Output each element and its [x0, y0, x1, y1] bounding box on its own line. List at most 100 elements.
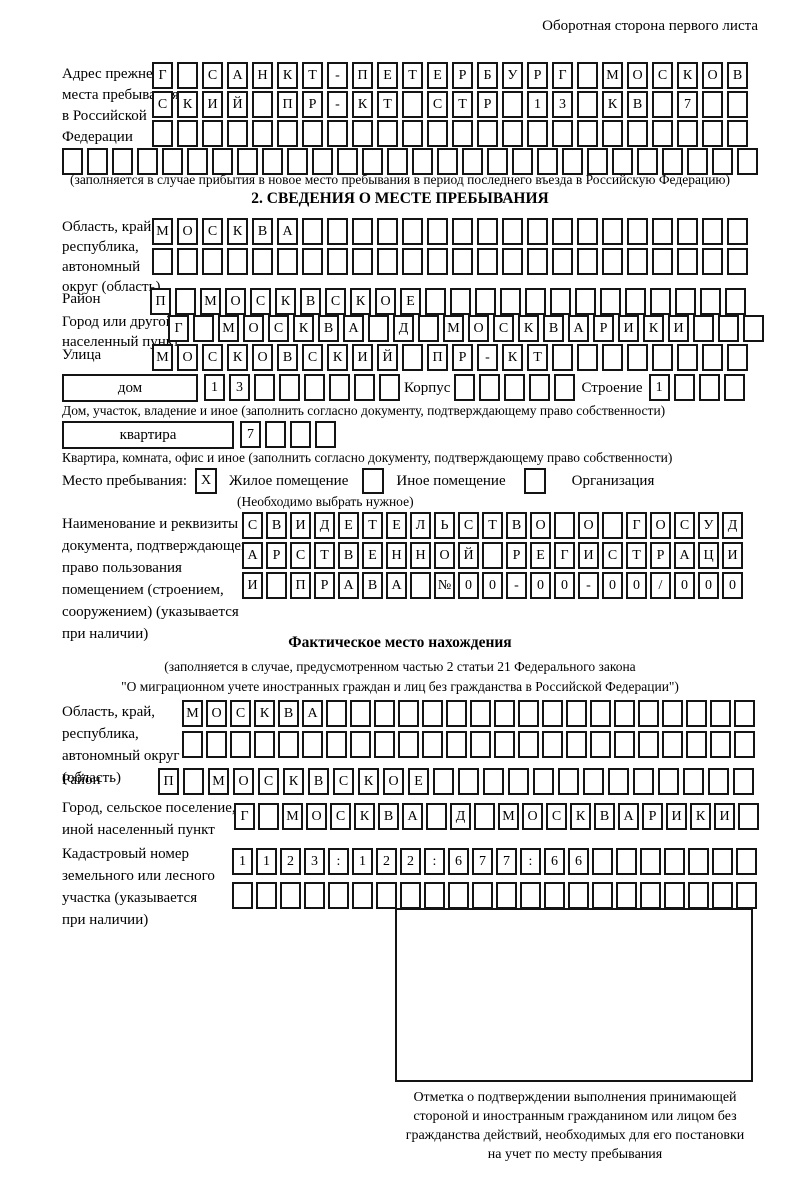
char-cell[interactable]: О: [243, 315, 264, 342]
char-cell-empty[interactable]: [450, 288, 471, 315]
char-cell-empty[interactable]: [87, 148, 108, 175]
char-cell-empty[interactable]: [137, 148, 158, 175]
char-cell-empty[interactable]: [687, 148, 708, 175]
char-cell[interactable]: Е: [400, 288, 421, 315]
char-cell-empty[interactable]: [152, 248, 173, 275]
char-cell[interactable]: М: [282, 803, 303, 830]
char-cell-empty[interactable]: [162, 148, 183, 175]
char-cell-empty[interactable]: [542, 700, 563, 727]
char-cell[interactable]: М: [208, 768, 229, 795]
char-cell[interactable]: А: [302, 700, 323, 727]
char-cell[interactable]: А: [277, 218, 298, 245]
char-cell-empty[interactable]: [602, 218, 623, 245]
char-cell[interactable]: 3: [229, 374, 250, 401]
char-cell-empty[interactable]: [237, 148, 258, 175]
char-cell[interactable]: 1: [232, 848, 253, 875]
char-cell-empty[interactable]: [483, 768, 504, 795]
char-cell-empty[interactable]: [177, 248, 198, 275]
char-cell-empty[interactable]: [152, 120, 173, 147]
char-cell[interactable]: С: [258, 768, 279, 795]
char-cell[interactable]: А: [618, 803, 639, 830]
char-cell[interactable]: О: [233, 768, 254, 795]
char-cell[interactable]: Е: [408, 768, 429, 795]
char-cell-empty[interactable]: [290, 421, 311, 448]
char-cell-empty[interactable]: [702, 344, 723, 371]
char-cell[interactable]: П: [158, 768, 179, 795]
char-cell-empty[interactable]: [278, 731, 299, 758]
char-cell[interactable]: С: [458, 512, 479, 539]
char-cell-empty[interactable]: [662, 148, 683, 175]
char-cell-empty[interactable]: [518, 700, 539, 727]
char-cell-empty[interactable]: [733, 768, 754, 795]
char-cell[interactable]: 1: [648, 374, 670, 401]
char-cell-empty[interactable]: [262, 148, 283, 175]
char-cell[interactable]: К: [677, 62, 698, 89]
char-cell-empty[interactable]: [566, 700, 587, 727]
char-cell-empty[interactable]: [352, 120, 373, 147]
char-cell-empty[interactable]: [552, 218, 573, 245]
char-cell[interactable]: О: [252, 344, 273, 371]
char-cell[interactable]: О: [177, 344, 198, 371]
char-cell-empty[interactable]: [552, 344, 573, 371]
char-cell[interactable]: Т: [452, 91, 473, 118]
char-cell[interactable]: К: [277, 62, 298, 89]
char-cell-empty[interactable]: [675, 288, 696, 315]
char-cell-empty[interactable]: [718, 315, 739, 342]
char-cell[interactable]: :: [328, 848, 349, 875]
char-cell[interactable]: В: [362, 572, 383, 599]
char-cell[interactable]: В: [506, 512, 527, 539]
char-cell[interactable]: А: [338, 572, 359, 599]
char-cell-empty[interactable]: [206, 731, 227, 758]
char-cell[interactable]: И: [202, 91, 223, 118]
char-cell[interactable]: Е: [427, 62, 448, 89]
char-cell[interactable]: 0: [674, 572, 695, 599]
char-cell[interactable]: Р: [650, 542, 671, 569]
char-cell[interactable]: Т: [377, 91, 398, 118]
char-cell[interactable]: К: [690, 803, 711, 830]
char-cell-empty[interactable]: [287, 148, 308, 175]
checkbox-organizaciya[interactable]: [523, 468, 546, 494]
char-cell-empty[interactable]: [327, 120, 348, 147]
char-cell-empty[interactable]: [702, 91, 723, 118]
char-cell[interactable]: Т: [302, 62, 323, 89]
char-cell-empty[interactable]: [252, 120, 273, 147]
char-cell[interactable]: А: [386, 572, 407, 599]
char-cell[interactable]: П: [150, 288, 171, 315]
char-cell-empty[interactable]: [302, 218, 323, 245]
char-cell-empty[interactable]: [477, 218, 498, 245]
char-cell[interactable]: О: [627, 62, 648, 89]
char-cell-empty[interactable]: [652, 120, 673, 147]
char-cell[interactable]: У: [698, 512, 719, 539]
char-cell[interactable]: 3: [304, 848, 325, 875]
char-cell[interactable]: К: [254, 700, 275, 727]
char-cell-empty[interactable]: [402, 218, 423, 245]
char-cell[interactable]: 6: [568, 848, 589, 875]
char-cell-empty[interactable]: [552, 120, 573, 147]
char-cell-empty[interactable]: [602, 512, 623, 539]
char-cell-empty[interactable]: [662, 700, 683, 727]
char-cell[interactable]: Р: [593, 315, 614, 342]
char-cell[interactable]: -: [578, 572, 599, 599]
char-cell-empty[interactable]: [400, 882, 421, 909]
char-cell-empty[interactable]: [504, 374, 526, 401]
char-cell[interactable]: Г: [234, 803, 255, 830]
char-cell[interactable]: И: [714, 803, 735, 830]
char-cell-empty[interactable]: [698, 374, 720, 401]
char-cell[interactable]: М: [218, 315, 239, 342]
char-cell-empty[interactable]: [374, 731, 395, 758]
char-cell-empty[interactable]: [558, 768, 579, 795]
char-cell-empty[interactable]: [527, 120, 548, 147]
char-cell[interactable]: В: [300, 288, 321, 315]
char-cell[interactable]: Т: [482, 512, 503, 539]
char-cell-empty[interactable]: [352, 218, 373, 245]
char-cell-empty[interactable]: [350, 700, 371, 727]
char-cell[interactable]: 0: [698, 572, 719, 599]
char-cell-empty[interactable]: [662, 731, 683, 758]
char-cell-empty[interactable]: [177, 120, 198, 147]
char-cell-empty[interactable]: [736, 848, 757, 875]
char-cell[interactable]: В: [277, 344, 298, 371]
char-cell-empty[interactable]: [352, 882, 373, 909]
char-cell-empty[interactable]: [727, 218, 748, 245]
char-cell-empty[interactable]: [212, 148, 233, 175]
char-cell-empty[interactable]: [452, 248, 473, 275]
